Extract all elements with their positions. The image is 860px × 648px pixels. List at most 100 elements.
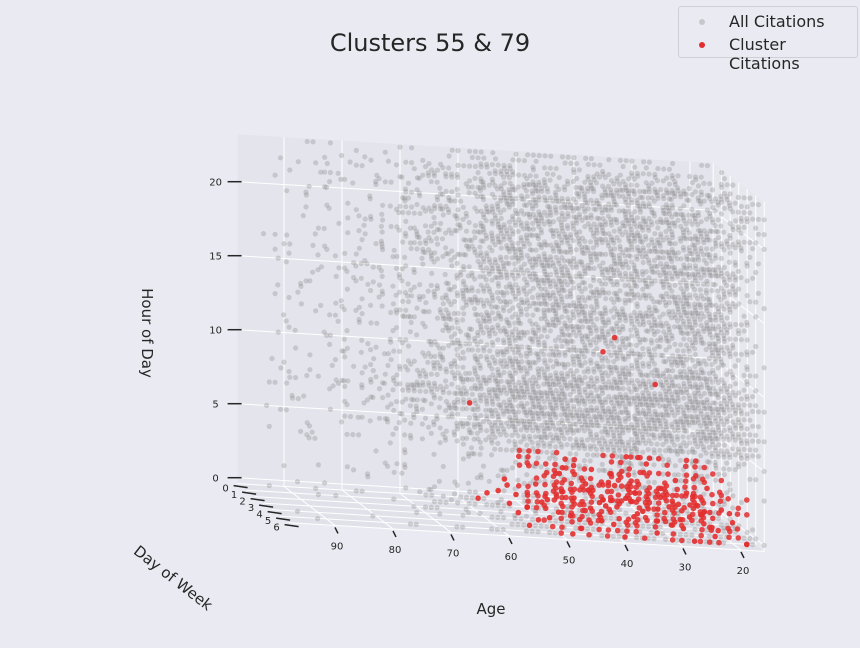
data-point-all [576, 206, 582, 212]
data-point-all [690, 419, 696, 425]
data-point-all [498, 168, 504, 174]
data-point-all [497, 269, 504, 275]
data-point-all [428, 339, 434, 345]
data-point-all [600, 171, 606, 177]
data-point-all [567, 332, 573, 338]
data-point-all [646, 420, 652, 426]
data-point-all [373, 241, 379, 247]
data-point-all [608, 252, 615, 258]
data-point-all [382, 179, 388, 185]
data-point-all [495, 411, 501, 417]
data-point-all [576, 354, 582, 360]
data-point-all [703, 302, 709, 308]
data-point-all [568, 338, 574, 344]
data-point-all [303, 189, 309, 195]
data-point-cluster [706, 539, 713, 545]
data-point-all [359, 382, 365, 388]
data-point-all [494, 289, 500, 296]
data-point-all [709, 421, 715, 427]
data-point-all [523, 380, 530, 386]
data-point-all [693, 266, 699, 272]
data-point-all [559, 331, 566, 338]
data-point-all [468, 430, 475, 436]
data-point-all [525, 389, 531, 395]
data-point-all [724, 386, 730, 392]
data-point-cluster [712, 533, 718, 540]
data-point-all [706, 533, 712, 539]
data-point-all [565, 240, 571, 246]
data-point-all [692, 408, 698, 414]
axis-panes [237, 134, 765, 552]
data-point-all [565, 273, 571, 279]
data-point-all [585, 206, 591, 212]
data-point-all [631, 218, 637, 224]
data-point-all [553, 266, 559, 272]
data-point-all [657, 447, 663, 453]
data-point-all [704, 426, 710, 432]
data-point-all [480, 330, 487, 336]
data-point-all [584, 348, 591, 354]
data-point-all [547, 204, 553, 210]
data-point-all [518, 427, 524, 433]
data-point-all [532, 523, 538, 529]
data-point-all [298, 301, 304, 307]
data-point-all [463, 341, 469, 347]
data-point-all [562, 382, 568, 388]
data-point-all [608, 412, 614, 418]
data-point-all [652, 174, 658, 180]
data-point-all [700, 429, 707, 435]
data-point-all [554, 272, 560, 278]
data-point-all [532, 389, 538, 395]
data-point-all [286, 250, 292, 256]
data-point-all [591, 188, 597, 195]
data-point-all [744, 381, 750, 387]
data-point-all [613, 424, 620, 430]
data-point-all [525, 181, 531, 187]
data-point-all [692, 242, 698, 248]
data-point-cluster [744, 541, 750, 548]
data-point-all [686, 419, 692, 426]
data-point-all [686, 434, 692, 440]
data-point-all [391, 407, 397, 413]
data-point-all [686, 449, 692, 455]
data-point-all [353, 147, 359, 153]
data-point-all [664, 264, 670, 270]
data-point-all [416, 234, 422, 240]
data-point-all [544, 289, 550, 295]
data-point-all [597, 236, 603, 242]
data-point-all [547, 358, 554, 364]
data-point-all [564, 504, 571, 510]
data-point-all [678, 315, 684, 321]
data-point-all [663, 424, 670, 430]
data-point-all [275, 282, 281, 288]
data-point-all [553, 387, 559, 394]
data-point-all [680, 434, 686, 440]
data-point-all [525, 226, 531, 232]
data-point-all [622, 270, 629, 276]
data-point-all [643, 384, 649, 390]
data-point-all [718, 196, 724, 202]
data-point-all [559, 388, 565, 394]
data-point-all [579, 442, 586, 448]
data-point-all [704, 320, 710, 326]
data-point-all [634, 330, 640, 336]
data-point-all [628, 315, 634, 321]
data-point-all [718, 359, 724, 365]
data-point-all [542, 431, 548, 437]
data-point-all [616, 400, 622, 406]
data-point-all [660, 193, 666, 199]
data-point-all [643, 428, 649, 435]
data-point-all [391, 247, 397, 253]
data-point-all [613, 453, 620, 460]
data-point-all [729, 209, 736, 215]
data-point-all [675, 274, 681, 280]
data-point-all [587, 295, 593, 301]
data-point-all [593, 340, 599, 346]
data-point-all [515, 391, 521, 397]
data-point-all [611, 406, 617, 412]
data-point-all [571, 403, 577, 409]
data-point-all [629, 259, 635, 265]
data-point-all [518, 516, 524, 522]
data-point-all [620, 442, 626, 448]
data-point-all [548, 227, 554, 233]
